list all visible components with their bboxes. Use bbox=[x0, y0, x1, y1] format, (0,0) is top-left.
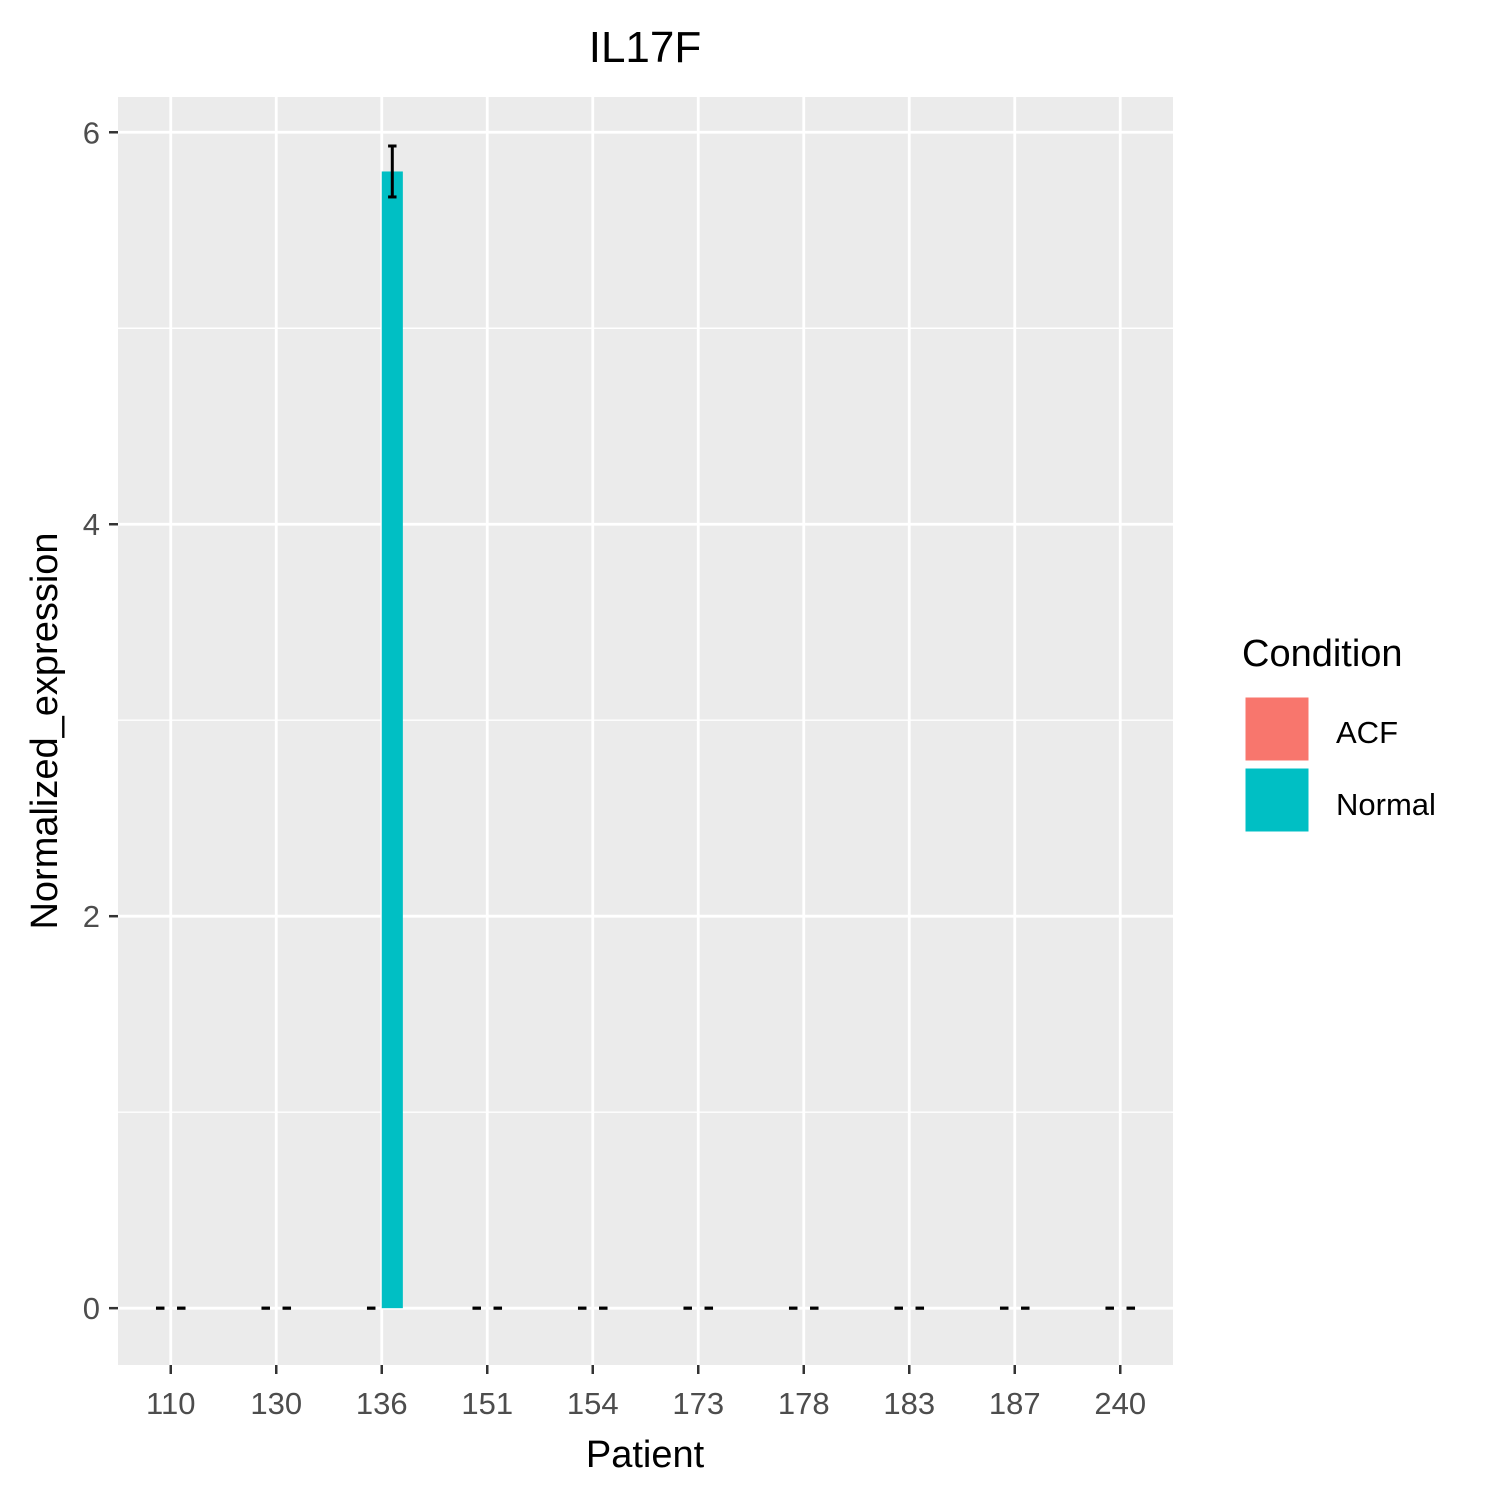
error-bars bbox=[155, 144, 1136, 1310]
y-axis-title: Normalized_expression bbox=[24, 532, 66, 929]
x-tick-label: 154 bbox=[567, 1386, 619, 1421]
x-tick-label: 110 bbox=[146, 1386, 195, 1421]
y-tick-label: 2 bbox=[83, 899, 100, 934]
legend-swatch-normal bbox=[1242, 765, 1312, 835]
x-tick-label: 183 bbox=[883, 1386, 935, 1421]
x-tick-label: 151 bbox=[461, 1386, 513, 1421]
x-tick-label: 136 bbox=[356, 1386, 408, 1421]
bar-normal-136 bbox=[381, 171, 403, 1309]
legend-label-acf: ACF bbox=[1336, 715, 1398, 750]
y-tick-label: 4 bbox=[83, 507, 100, 542]
legend: Condition ACF Normal bbox=[1242, 633, 1436, 835]
x-tick-label: 178 bbox=[778, 1386, 830, 1421]
y-tick-label: 6 bbox=[83, 115, 100, 150]
x-tick-label: 187 bbox=[989, 1386, 1041, 1421]
x-tick-label: 173 bbox=[672, 1386, 724, 1421]
axes: 0 2 4 6 110 130 136 151 154 173 178 183 187 240 bbox=[83, 115, 1146, 1421]
y-tick-label: 0 bbox=[83, 1291, 100, 1326]
legend-title: Condition bbox=[1242, 633, 1403, 675]
x-axis-title: Patient bbox=[586, 1434, 705, 1476]
chart-title: IL17F bbox=[589, 23, 702, 72]
legend-swatch-acf bbox=[1242, 694, 1312, 764]
x-tick-label: 240 bbox=[1094, 1386, 1146, 1421]
legend-label-normal: Normal bbox=[1336, 787, 1436, 822]
bars bbox=[381, 171, 403, 1309]
plot-panel bbox=[118, 97, 1173, 1365]
x-tick-label: 130 bbox=[250, 1386, 302, 1421]
